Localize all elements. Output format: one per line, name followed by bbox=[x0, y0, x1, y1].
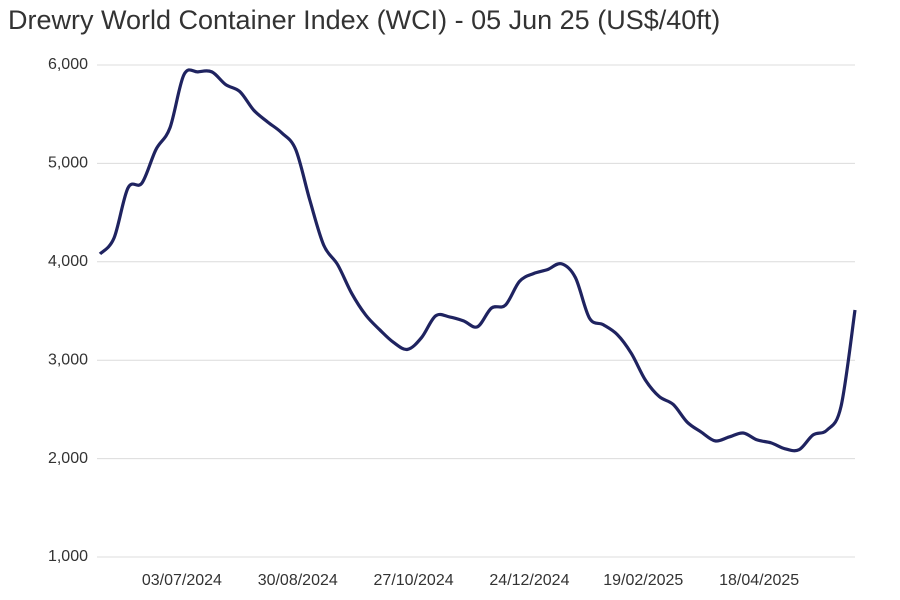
x-tick-label: 19/02/2025 bbox=[603, 572, 683, 589]
y-tick-label: 6,000 bbox=[48, 56, 88, 73]
chart-title: Drewry World Container Index (WCI) - 05 … bbox=[8, 5, 720, 35]
y-tick-label: 5,000 bbox=[48, 155, 88, 172]
x-tick-label: 24/12/2024 bbox=[489, 572, 569, 589]
x-tick-label: 27/10/2024 bbox=[374, 572, 454, 589]
x-tick-label: 03/07/2024 bbox=[142, 572, 222, 589]
x-tick-label: 30/08/2024 bbox=[258, 572, 338, 589]
y-tick-label: 2,000 bbox=[48, 450, 88, 467]
data-line bbox=[98, 68, 857, 453]
y-tick-label: 1,000 bbox=[48, 548, 88, 565]
x-tick-label: 18/04/2025 bbox=[719, 572, 799, 589]
y-tick-label: 3,000 bbox=[48, 351, 88, 368]
y-tick-label: 4,000 bbox=[48, 253, 88, 270]
